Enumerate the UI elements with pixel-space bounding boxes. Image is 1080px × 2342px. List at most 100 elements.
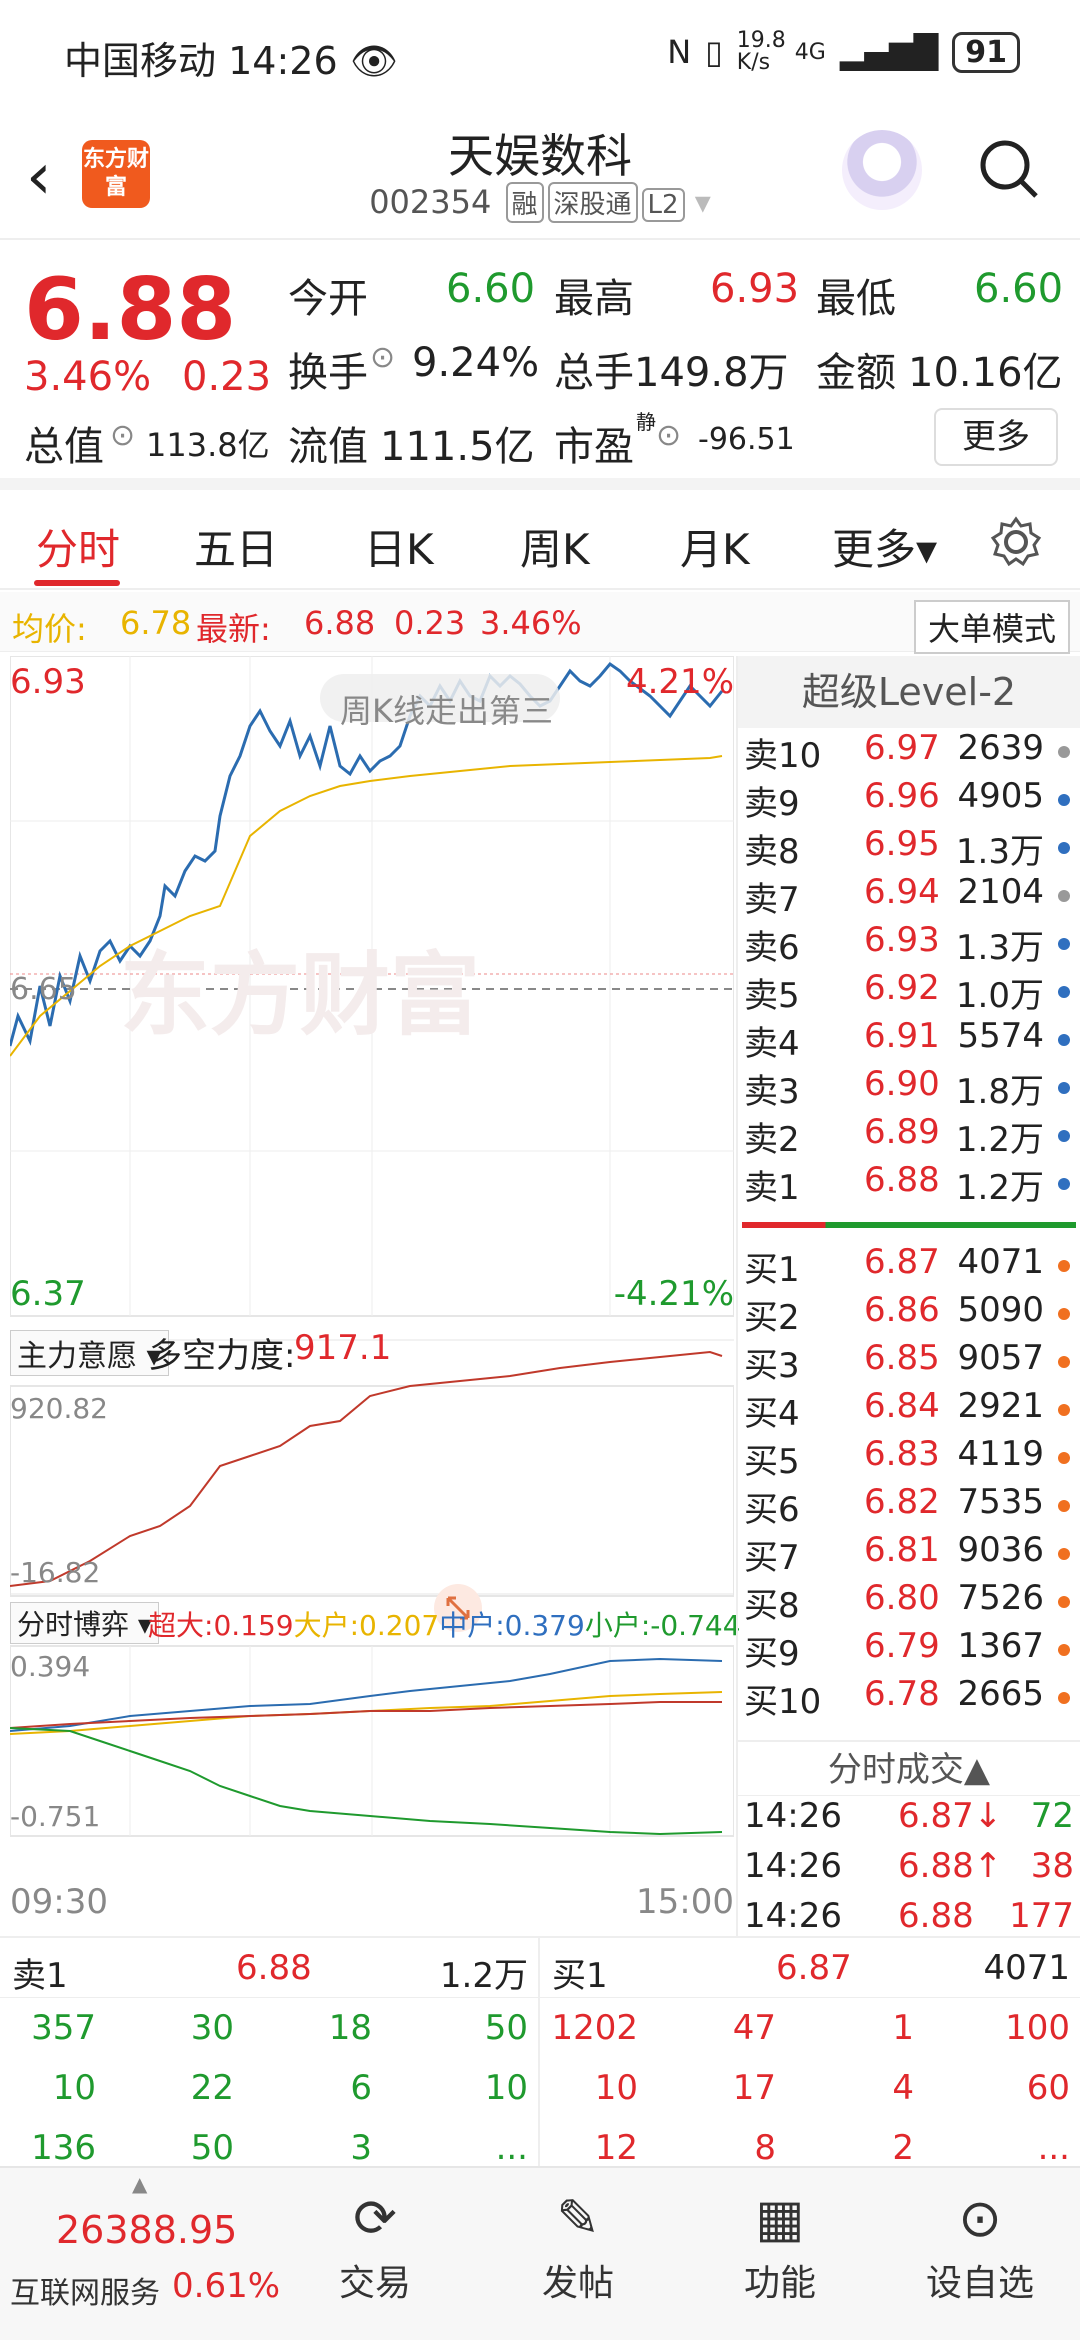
chevron-down-icon[interactable]: ▾: [694, 183, 711, 221]
tab-week-k[interactable]: 周K: [520, 525, 590, 574]
tick-price: 6.88↑: [898, 1846, 1003, 1886]
info-icon[interactable]: ⊙: [370, 340, 396, 375]
app-logo[interactable]: 东方财富: [82, 140, 150, 208]
tab-more[interactable]: 更多▾: [832, 525, 938, 574]
bottom-depth: 卖1 6.88 1.2万 357 30 18 50 10 22 6 10 136 50 3... 买…: [0, 1936, 1080, 2168]
ask-row[interactable]: 卖2 6.89 1.2万: [738, 1112, 1080, 1160]
force-value: 917.1: [294, 1328, 392, 1368]
bid-level: 买9: [744, 1634, 800, 1674]
bid-level: 买5: [744, 1442, 800, 1482]
ask-level: 卖8: [744, 832, 800, 872]
ask-volume: 4905: [957, 776, 1044, 816]
ticks-title[interactable]: 分时成交▲: [738, 1740, 1080, 1796]
bid-row[interactable]: 买7 6.81 9036: [738, 1530, 1080, 1578]
depth-cell: 357: [31, 2008, 96, 2048]
depth-cell: 2: [892, 2128, 914, 2168]
ask-volume: 1.0万: [955, 976, 1044, 1016]
depth-cell: 100: [1005, 2008, 1070, 2048]
tab-month-k[interactable]: 月K: [680, 525, 750, 574]
tab-functions[interactable]: ▦ 功能: [700, 2184, 860, 2306]
ask-dot-icon: [1058, 1130, 1070, 1142]
bid-dot-icon: [1058, 1308, 1070, 1320]
bid-row[interactable]: 买2 6.86 5090: [738, 1290, 1080, 1338]
bid-row[interactable]: 买5 6.83 4119: [738, 1434, 1080, 1482]
bid-dot-icon: [1058, 1500, 1070, 1512]
bid-volume: 7526: [957, 1578, 1044, 1618]
depth-cell: 10: [484, 2068, 528, 2108]
ask-price: 6.92: [864, 968, 940, 1008]
bid-dot-icon: [1058, 1356, 1070, 1368]
settings-gear-icon[interactable]: [990, 516, 1042, 568]
carrier: 中国移动: [64, 39, 217, 83]
ask-volume: 1.3万: [955, 928, 1044, 968]
bid-level: 买2: [744, 1298, 800, 1338]
bid-level: 买10: [744, 1682, 822, 1722]
ask-row[interactable]: 卖1 6.88 1.2万: [738, 1160, 1080, 1208]
turnover-label: 换手: [288, 350, 368, 396]
bid-row[interactable]: 买4 6.84 2921: [738, 1386, 1080, 1434]
price-line: [8, 661, 724, 1047]
avg-label: 均价:: [12, 610, 87, 648]
tick-time: 14:26: [744, 1896, 842, 1936]
tick-row: 14:26 6.88 177: [738, 1896, 1080, 1946]
bid-row[interactable]: 买1 6.87 4071: [738, 1242, 1080, 1290]
back-icon[interactable]: ‹: [26, 140, 52, 214]
depth-cell: 10: [52, 2068, 96, 2108]
ask-row[interactable]: 卖4 6.91 5574: [738, 1016, 1080, 1064]
network-type: 4G: [794, 39, 826, 65]
bid-row[interactable]: 买9 6.79 1367: [738, 1626, 1080, 1674]
tab-day-k[interactable]: 日K: [364, 525, 434, 574]
float-cap-label: 流值: [288, 424, 368, 470]
info-icon[interactable]: ⊙: [110, 418, 136, 453]
main-force-selector[interactable]: 主力意愿 ▾: [10, 1330, 169, 1376]
tab-intraday[interactable]: 分时: [36, 525, 121, 574]
bid-row[interactable]: 买10 6.78 2665: [738, 1674, 1080, 1722]
big-order-mode-button[interactable]: 大单模式: [913, 600, 1070, 654]
tab-five-day[interactable]: 五日: [194, 525, 279, 574]
ask-row[interactable]: 卖5 6.92 1.0万: [738, 968, 1080, 1016]
depth-row: 136 50 3...: [0, 2118, 538, 2178]
buy-header: 买1 6.87 4071: [540, 1938, 1080, 1998]
info-icon[interactable]: ⊙: [656, 418, 682, 453]
ask-price: 6.94: [864, 872, 940, 912]
ask-row[interactable]: 卖9 6.96 4905: [738, 776, 1080, 824]
sell-header: 卖1 6.88 1.2万: [0, 1938, 538, 1998]
bid-dot-icon: [1058, 1452, 1070, 1464]
game-max: 0.394: [10, 1650, 91, 1683]
ask-price: 6.88: [864, 1160, 940, 1200]
notice-banner[interactable]: 周K线走出第三: [340, 692, 553, 730]
bid-level: 买4: [744, 1394, 800, 1434]
bid-dot-icon: [1058, 1596, 1070, 1608]
low-label: 最低: [816, 276, 896, 322]
ask-level: 卖4: [744, 1024, 800, 1064]
bid-row[interactable]: 买8 6.80 7526: [738, 1578, 1080, 1626]
depth-row: 12 8 2...: [540, 2118, 1080, 2178]
depth-cell: 50: [190, 2128, 234, 2168]
index-widget[interactable]: ▲ 26388.95 互联网服务 0.61%: [0, 2168, 290, 2342]
ask-row[interactable]: 卖6 6.93 1.3万: [738, 920, 1080, 968]
assistant-robot-icon[interactable]: [842, 130, 922, 210]
ask-level: 卖10: [744, 736, 822, 776]
search-icon[interactable]: [978, 138, 1040, 200]
bid-row[interactable]: 买3 6.85 9057: [738, 1338, 1080, 1386]
intraday-chart[interactable]: 东方财富 6.93 4.21% 6.65 6.37 -4.21% 周K线走出第三…: [8, 655, 741, 1936]
tab-add-watchlist[interactable]: ⊙ 设自选: [900, 2184, 1060, 2306]
ask-list: 卖10 6.97 2639 卖9 6.96 4905 卖8 6.95 1.3万 卖7 6.94 210…: [738, 728, 1080, 1208]
ask-volume: 1.3万: [955, 832, 1044, 872]
ask-row[interactable]: 卖10 6.97 2639: [738, 728, 1080, 776]
depth-cell: 60: [1026, 2068, 1070, 2108]
more-button[interactable]: 更多: [934, 408, 1058, 466]
period-tabs: 分时 五日 日K 周K 月K 更多▾: [0, 490, 1080, 590]
book-title[interactable]: 超级Level-2: [738, 656, 1080, 728]
ask-row[interactable]: 卖3 6.90 1.8万: [738, 1064, 1080, 1112]
ask-row[interactable]: 卖7 6.94 2104: [738, 872, 1080, 920]
vibrate-icon: ▯: [705, 33, 723, 71]
tab-trade[interactable]: ⟳ 交易: [295, 2184, 455, 2306]
ask-row[interactable]: 卖8 6.95 1.3万: [738, 824, 1080, 872]
bid-row[interactable]: 买6 6.82 7535: [738, 1482, 1080, 1530]
bid-price: 6.83: [864, 1434, 940, 1474]
stock-name[interactable]: 天娱数科: [448, 129, 632, 183]
bid-volume: 7535: [957, 1482, 1044, 1522]
game-selector[interactable]: 分时博弈 ▾: [10, 1602, 159, 1644]
tab-post[interactable]: ✎ 发帖: [498, 2184, 658, 2306]
